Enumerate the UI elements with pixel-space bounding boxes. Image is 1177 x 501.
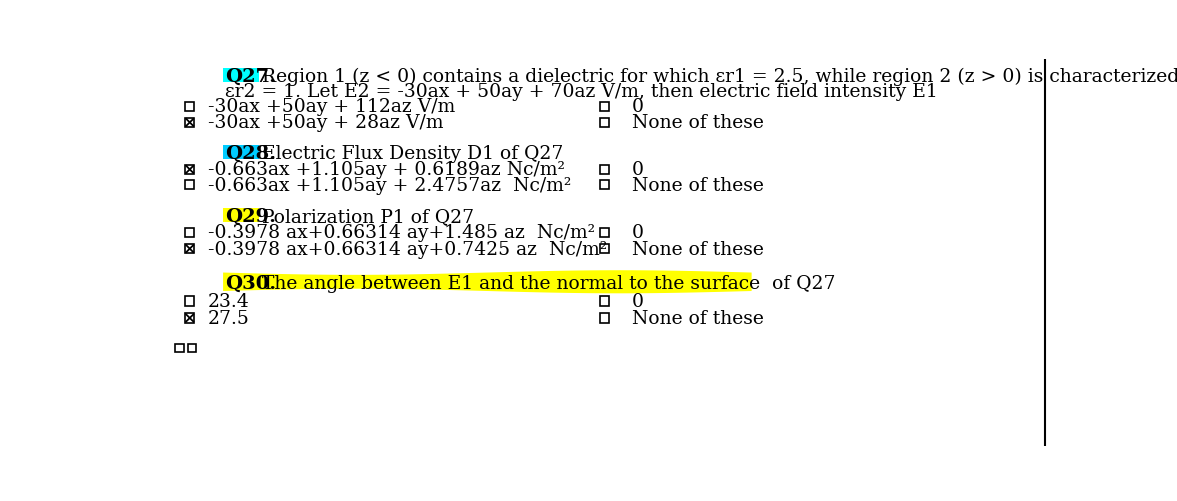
Text: Region 1 (z < 0) contains a dielectric for which εr1 = 2.5, while region 2 (z > : Region 1 (z < 0) contains a dielectric f…	[261, 68, 1177, 86]
Bar	[600, 228, 609, 237]
Polygon shape	[224, 271, 752, 294]
Text: 0: 0	[632, 293, 644, 311]
Bar	[600, 181, 609, 190]
FancyBboxPatch shape	[224, 145, 259, 160]
Bar	[600, 297, 609, 306]
Text: 0: 0	[632, 98, 644, 116]
Text: -0.3978 ax+0.66314 ay+1.485 az  Nc/m²: -0.3978 ax+0.66314 ay+1.485 az Nc/m²	[207, 224, 594, 242]
Bar	[185, 181, 194, 190]
Text: -0.663ax +1.105ay + 0.6189az Nc/m²: -0.663ax +1.105ay + 0.6189az Nc/m²	[207, 161, 565, 179]
Text: Electric Flux Density D1 of Q27: Electric Flux Density D1 of Q27	[261, 145, 564, 163]
Text: -0.663ax +1.105ay + 2.4757az  Nc/m²: -0.663ax +1.105ay + 2.4757az Nc/m²	[207, 176, 571, 194]
Bar	[185, 102, 194, 112]
Text: 0: 0	[632, 224, 644, 242]
Text: None of these: None of these	[632, 114, 764, 132]
Bar	[600, 102, 609, 112]
Text: -0.3978 ax+0.66314 ay+0.7425 az  Nc/m²: -0.3978 ax+0.66314 ay+0.7425 az Nc/m²	[207, 240, 606, 258]
Text: 0: 0	[632, 161, 644, 179]
Bar	[600, 165, 609, 175]
Text: -30ax +50ay + 28az V/m: -30ax +50ay + 28az V/m	[207, 114, 443, 132]
FancyBboxPatch shape	[224, 69, 259, 83]
Bar	[185, 244, 194, 254]
Bar	[185, 297, 194, 306]
Bar	[175, 344, 184, 353]
Text: Q28.: Q28.	[225, 145, 275, 163]
Text: Q27.: Q27.	[225, 68, 275, 86]
Text: The angle between E1 and the normal to the surface  of Q27: The angle between E1 and the normal to t…	[261, 274, 836, 292]
Bar	[600, 314, 609, 323]
Text: None of these: None of these	[632, 176, 764, 194]
Text: None of these: None of these	[632, 309, 764, 327]
Text: εr2 = 1. Let E2 = -30ax + 50ay + 70az V/m, then electric field intensity E1: εr2 = 1. Let E2 = -30ax + 50ay + 70az V/…	[225, 83, 937, 101]
Bar	[185, 165, 194, 175]
Text: Q30.: Q30.	[225, 274, 275, 292]
Text: None of these: None of these	[632, 240, 764, 258]
Text: 27.5: 27.5	[207, 309, 250, 327]
Bar	[185, 119, 194, 128]
Bar	[185, 314, 194, 323]
Text: Polarization P1 of Q27: Polarization P1 of Q27	[261, 208, 474, 226]
Text: Q29.: Q29.	[225, 208, 275, 226]
Bar	[600, 119, 609, 128]
Bar	[600, 244, 609, 254]
Bar	[188, 344, 197, 353]
Text: 23.4: 23.4	[207, 293, 250, 311]
FancyBboxPatch shape	[224, 208, 259, 223]
Text: -30ax +50ay + 112az V/m: -30ax +50ay + 112az V/m	[207, 98, 454, 116]
Bar	[185, 228, 194, 237]
